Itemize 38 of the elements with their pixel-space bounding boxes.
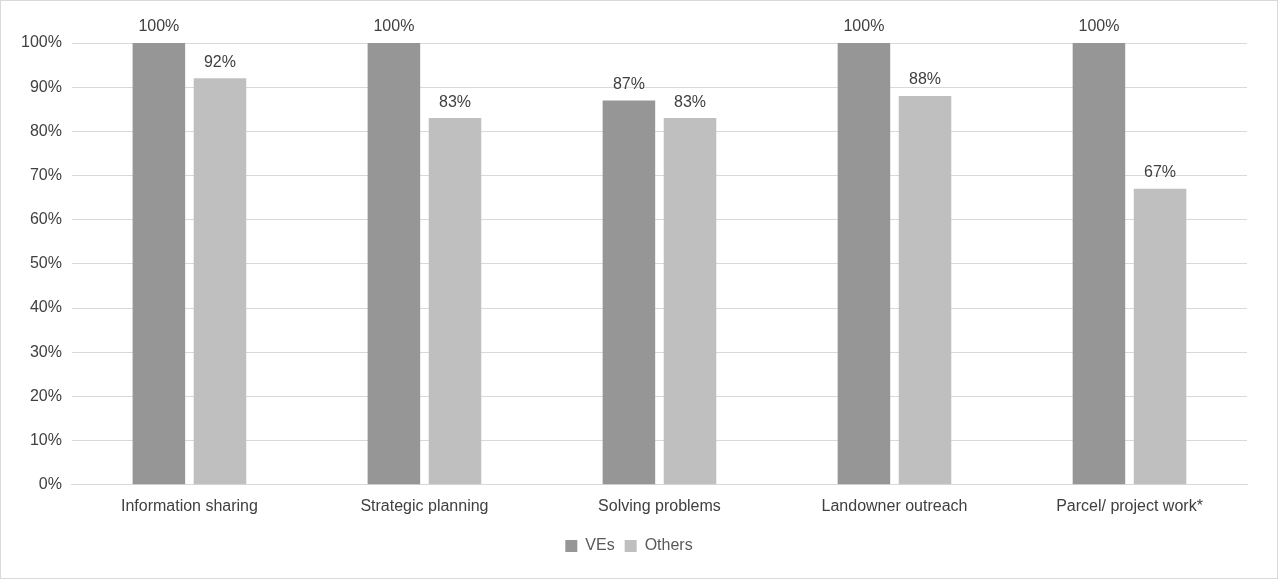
data-label: 87% [612, 74, 645, 92]
data-label: 88% [909, 70, 942, 88]
x-tick-label: Parcel/ project work* [1056, 496, 1203, 514]
bar [1072, 43, 1126, 485]
y-tick-label: 50% [29, 254, 62, 272]
data-label: 100% [1078, 17, 1120, 35]
data-label: 67% [1144, 163, 1177, 181]
x-tick-label: Information sharing [120, 496, 258, 514]
y-tick-label: 60% [29, 210, 62, 228]
bar [1133, 188, 1187, 485]
y-tick-label: 30% [29, 342, 62, 360]
data-label: 83% [674, 92, 707, 110]
bar [132, 43, 186, 485]
y-tick-label: 100% [21, 33, 62, 51]
y-tick-label: 80% [29, 121, 62, 139]
y-tick-label: 70% [29, 165, 62, 183]
legend-label: VEs [585, 536, 615, 554]
bar [428, 118, 482, 485]
bar [663, 118, 717, 485]
legend-label: Others [644, 536, 693, 554]
bar [898, 96, 952, 485]
y-tick-label: 0% [38, 475, 62, 493]
y-tick-label: 20% [29, 386, 62, 404]
bar [837, 43, 891, 485]
y-tick-label: 40% [29, 298, 62, 316]
data-label: 100% [843, 17, 885, 35]
x-tick-label: Landowner outreach [821, 496, 968, 514]
bar [367, 43, 421, 485]
x-tick-label: Solving problems [598, 496, 721, 514]
data-label: 100% [373, 17, 415, 35]
bar [193, 78, 247, 485]
bar [602, 100, 656, 485]
y-tick-label: 10% [29, 431, 62, 449]
data-label: 92% [203, 52, 236, 70]
y-tick-label: 90% [29, 77, 62, 95]
x-tick-label: Strategic planning [360, 496, 489, 514]
data-label: 83% [438, 92, 472, 110]
data-label: 100% [138, 17, 180, 35]
